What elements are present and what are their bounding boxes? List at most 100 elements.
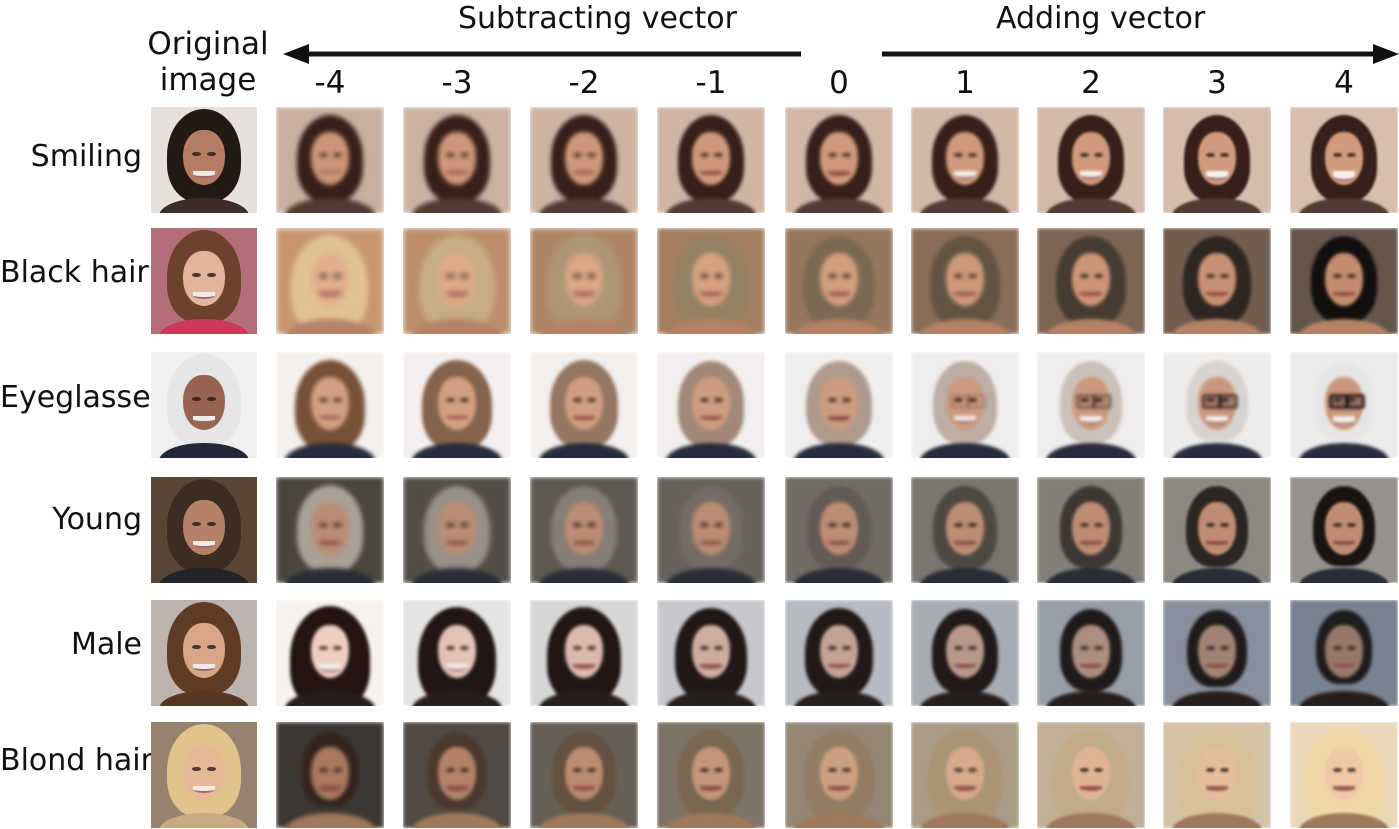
- face-portrait: [151, 228, 257, 334]
- generated-image: [276, 228, 384, 334]
- original-image: [151, 600, 257, 706]
- face-portrait: [1037, 352, 1145, 458]
- original-image: [151, 722, 257, 828]
- generated-image: [657, 228, 765, 334]
- face-portrait: [276, 600, 384, 706]
- original-image: [151, 107, 257, 213]
- generated-image: [530, 107, 638, 213]
- generated-image: [785, 477, 893, 583]
- column-label: -4: [314, 65, 346, 101]
- face-portrait: [1163, 722, 1271, 828]
- generated-image: [530, 352, 638, 458]
- generated-image: [1290, 107, 1398, 213]
- generated-image: [1290, 600, 1398, 706]
- generated-image: [1037, 228, 1145, 334]
- face-portrait: [151, 722, 257, 828]
- column-label: 2: [1081, 65, 1101, 101]
- row-label: Male: [70, 627, 142, 662]
- generated-image: [785, 722, 893, 828]
- face-portrait: [1037, 477, 1145, 583]
- face-portrait: [403, 477, 511, 583]
- generated-image: [403, 107, 511, 213]
- face-portrait: [276, 722, 384, 828]
- face-portrait: [1037, 600, 1145, 706]
- face-portrait: [1037, 107, 1145, 213]
- face-portrait: [1163, 352, 1271, 458]
- face-portrait: [403, 107, 511, 213]
- face-portrait: [530, 228, 638, 334]
- face-portrait: [1290, 477, 1398, 583]
- generated-image: [403, 477, 511, 583]
- face-portrait: [1290, 228, 1398, 334]
- generated-image: [403, 228, 511, 334]
- face-portrait: [403, 352, 511, 458]
- generated-image: [785, 107, 893, 213]
- generated-image: [657, 600, 765, 706]
- generated-image: [276, 477, 384, 583]
- face-portrait: [785, 107, 893, 213]
- original-header-line1: Original: [147, 26, 269, 62]
- generated-image: [911, 477, 1019, 583]
- generated-image: [657, 722, 765, 828]
- generated-image: [1037, 600, 1145, 706]
- face-portrait: [276, 107, 384, 213]
- face-portrait: [1290, 107, 1398, 213]
- face-portrait: [1163, 600, 1271, 706]
- face-portrait: [911, 600, 1019, 706]
- face-portrait: [785, 600, 893, 706]
- generated-image: [1163, 722, 1271, 828]
- generated-image: [911, 107, 1019, 213]
- generated-image: [403, 722, 511, 828]
- generated-image: [1163, 600, 1271, 706]
- face-portrait: [785, 477, 893, 583]
- generated-image: [530, 600, 638, 706]
- generated-image: [911, 228, 1019, 334]
- face-portrait: [1290, 722, 1398, 828]
- face-portrait: [1163, 107, 1271, 213]
- face-portrait: [151, 600, 257, 706]
- face-portrait: [785, 722, 893, 828]
- generated-image: [911, 722, 1019, 828]
- face-portrait: [151, 477, 257, 583]
- generated-image: [1290, 722, 1398, 828]
- face-portrait: [657, 477, 765, 583]
- face-portrait: [151, 107, 257, 213]
- face-portrait: [785, 352, 893, 458]
- generated-image: [657, 107, 765, 213]
- face-portrait: [1290, 352, 1398, 458]
- generated-image: [1037, 477, 1145, 583]
- face-portrait: [1290, 600, 1398, 706]
- face-portrait: [530, 600, 638, 706]
- face-portrait: [1037, 228, 1145, 334]
- face-portrait: [657, 352, 765, 458]
- face-portrait: [911, 722, 1019, 828]
- generated-image: [530, 228, 638, 334]
- generated-image: [1163, 477, 1271, 583]
- face-portrait: [530, 477, 638, 583]
- generated-image: [403, 352, 511, 458]
- original-image: [151, 477, 257, 583]
- column-label: -2: [568, 65, 600, 101]
- generated-image: [276, 600, 384, 706]
- face-portrait: [911, 228, 1019, 334]
- row-label: Young: [52, 502, 142, 537]
- generated-image: [403, 600, 511, 706]
- face-portrait: [530, 722, 638, 828]
- face-portrait: [276, 352, 384, 458]
- generated-image: [276, 107, 384, 213]
- generated-image: [911, 352, 1019, 458]
- column-label: 1: [955, 65, 975, 101]
- column-label: 4: [1334, 65, 1354, 101]
- face-portrait: [911, 107, 1019, 213]
- row-label: Smiling: [30, 139, 142, 174]
- face-portrait: [403, 228, 511, 334]
- column-label: 3: [1207, 65, 1227, 101]
- face-portrait: [657, 600, 765, 706]
- generated-image: [785, 228, 893, 334]
- face-portrait: [1037, 722, 1145, 828]
- generated-image: [1290, 352, 1398, 458]
- generated-image: [1037, 107, 1145, 213]
- face-portrait: [657, 107, 765, 213]
- face-portrait: [530, 352, 638, 458]
- generated-image: [1290, 228, 1398, 334]
